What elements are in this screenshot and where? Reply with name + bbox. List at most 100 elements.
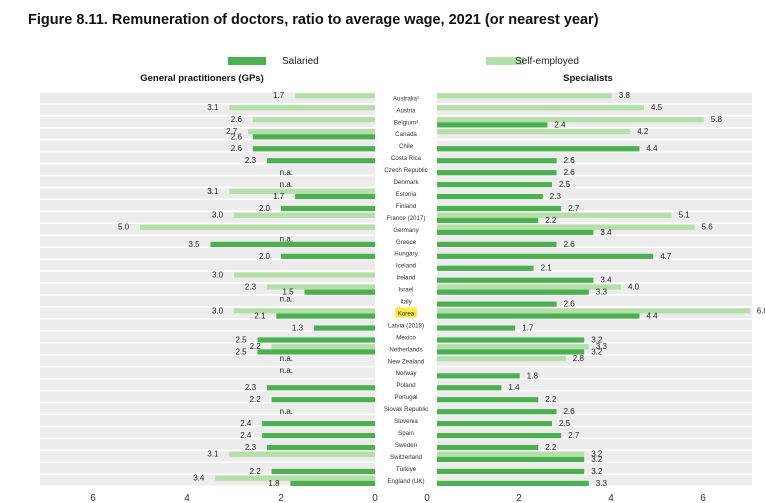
value-label-specialists-salaried: 3.4 — [600, 276, 612, 285]
grid-band-gp — [40, 200, 375, 211]
grid-band-gp — [40, 475, 375, 486]
grid-band-gp — [40, 152, 375, 163]
grid-band-gp — [40, 212, 375, 223]
country-label: Germany — [393, 227, 419, 234]
bar-specialists-self-employed — [437, 93, 612, 99]
bar-specialists-salaried — [437, 229, 594, 236]
country-label: Austria — [396, 107, 416, 114]
value-label-specialists-self-employed: 5.6 — [702, 223, 714, 232]
bar-specialists-self-employed — [437, 129, 631, 135]
bar-gp-salaried — [257, 349, 375, 355]
value-label-gp-salaried: 2.3 — [245, 383, 257, 392]
country-label: Israel — [398, 287, 413, 294]
grid-band-gp — [40, 188, 375, 199]
grid-band-gp — [40, 283, 375, 295]
grid-band-gp — [40, 355, 375, 366]
legend-label-self-employed: Self-employed — [515, 56, 579, 67]
grid-band-specialists — [437, 451, 752, 462]
grid-band-specialists — [437, 463, 752, 474]
bar-specialists-salaried — [437, 480, 589, 486]
value-label-specialists-self-employed: 2.8 — [573, 354, 585, 363]
country-label: Estonia — [396, 191, 417, 198]
country-label: Belgium² — [394, 119, 418, 126]
legend: Salaried Self-employed — [228, 56, 579, 67]
value-label-specialists-salaried: 3.3 — [596, 479, 608, 488]
grid-band-specialists — [437, 367, 752, 378]
grid-band-gp — [40, 164, 375, 175]
bar-specialists-self-employed — [437, 212, 672, 218]
bar-specialists-salaried — [437, 158, 557, 164]
country-label: Ireland — [397, 275, 416, 282]
bar-specialists-salaried — [437, 433, 562, 439]
bar-specialists-salaried — [437, 421, 552, 427]
value-label-specialists-salaried: 1.8 — [527, 371, 539, 380]
bar-gp-salaried — [257, 337, 375, 343]
grid-band-gp — [40, 391, 375, 402]
country-label: Switzerland — [390, 454, 423, 461]
bar-gp-self-employed — [215, 475, 375, 481]
bar-gp-salaried — [271, 468, 375, 475]
legend-swatch-self-employed — [486, 57, 524, 65]
value-label-gp-self-employed: 2.2 — [250, 342, 262, 351]
grid-band-specialists — [437, 247, 752, 259]
grid-band-specialists — [437, 188, 752, 199]
bar-specialists-salaried — [437, 468, 585, 475]
grid-band-specialists — [437, 379, 752, 390]
value-label-specialists-self-employed: 3.8 — [619, 91, 631, 100]
grid-band-specialists — [437, 295, 752, 307]
grid-band-gp — [40, 463, 375, 474]
bar-specialists-salaried — [437, 456, 585, 463]
country-label: Poland — [396, 382, 416, 389]
bar-specialists-salaried — [437, 253, 654, 259]
tick-label-specialists: 4 — [608, 493, 614, 503]
value-label-gp-salaried: 2.4 — [240, 419, 252, 428]
bar-specialists-self-employed — [437, 224, 695, 230]
bar-specialists-salaried — [437, 373, 520, 379]
value-label-specialists-salaried: 2.6 — [564, 168, 576, 177]
plot-area: 1.73.12.62.72.62.62.3n.a.n.a.3.11.72.03.… — [40, 91, 765, 503]
bar-specialists-salaried — [437, 349, 585, 355]
value-label-gp-self-employed: 3.1 — [207, 450, 219, 459]
value-label-specialists-salaried: 2.2 — [545, 395, 557, 404]
bar-gp-self-employed — [229, 188, 375, 194]
value-label-gp-self-employed: 3.0 — [212, 270, 224, 279]
value-label-gp-salaried: 1.8 — [268, 479, 280, 488]
value-label-gp-salaried: 2.2 — [250, 467, 262, 476]
value-label-specialists-salaried: 2.2 — [545, 216, 557, 225]
bar-specialists-salaried — [437, 385, 502, 391]
bar-gp-salaried — [304, 289, 375, 295]
grid-band-specialists — [437, 259, 752, 271]
bar-gp-self-employed — [234, 308, 375, 314]
value-label-specialists-salaried: 2.7 — [568, 204, 580, 213]
tick-label-gp: 0 — [372, 493, 378, 503]
bar-gp-salaried — [295, 194, 375, 200]
bar-gp-self-employed — [140, 224, 375, 230]
grid-band-gp — [40, 271, 375, 283]
grid-band-gp — [40, 116, 375, 127]
value-label-specialists-salaried: 2.6 — [564, 156, 576, 165]
bar-gp-self-employed — [229, 105, 375, 111]
grid-band-specialists — [437, 415, 752, 426]
bar-gp-self-employed — [234, 272, 375, 278]
country-label: Denmark — [393, 179, 419, 186]
na-label-gp-self-employed: n.a. — [280, 366, 293, 375]
value-label-specialists-self-employed: 4.0 — [628, 282, 640, 291]
grid-band-specialists — [437, 200, 752, 211]
value-label-specialists-salaried: 3.2 — [591, 347, 603, 356]
grid-band-gp — [40, 307, 375, 319]
grid-band-gp — [40, 176, 375, 187]
value-label-specialists-salaried: 1.7 — [522, 323, 534, 332]
value-label-gp-salaried: 1.5 — [283, 288, 295, 297]
bar-gp-self-employed — [252, 117, 375, 123]
bar-gp-salaried — [290, 480, 375, 486]
country-label: Korea — [398, 310, 415, 317]
value-label-specialists-salaried: 4.7 — [660, 252, 672, 261]
bar-specialists-salaried — [437, 277, 594, 283]
grid-band-specialists — [437, 439, 752, 450]
grid-band-gp — [40, 343, 375, 354]
legend-swatch-salaried — [228, 57, 266, 65]
grid-band-specialists — [437, 403, 752, 414]
value-label-gp-salaried: 2.2 — [250, 395, 262, 404]
grid-band-gp — [40, 331, 375, 342]
country-label: Sweden — [395, 442, 418, 449]
